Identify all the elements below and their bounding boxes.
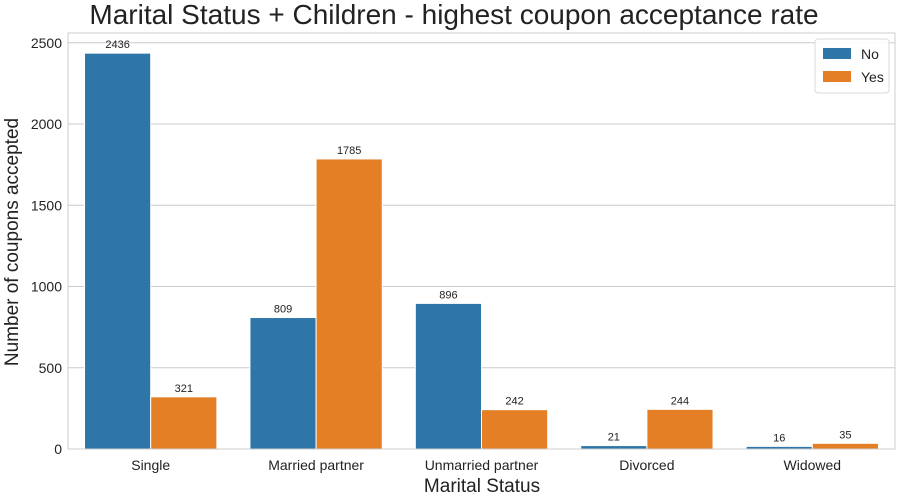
bar-yes-widowed — [811, 442, 879, 450]
bar-value-label: 1785 — [337, 145, 361, 157]
y-tick-label: 1500 — [31, 197, 62, 213]
legend-label: Yes — [861, 69, 884, 85]
bar-value-label: 896 — [439, 289, 457, 301]
bar-value-label: 21 — [608, 432, 620, 444]
plot-frame — [67, 32, 896, 450]
y-tick-label: 500 — [39, 360, 63, 376]
legend-label: No — [861, 46, 879, 62]
x-axis-label: Marital Status — [424, 476, 540, 497]
x-tick-label: Married partner — [268, 457, 364, 473]
y-axis-label: Number of coupons accepted — [2, 118, 23, 366]
bar-value-label: 809 — [274, 304, 292, 316]
legend-swatch — [823, 48, 851, 59]
y-axis-ticks: 0 500 1000 1500 2000 2500 — [31, 35, 62, 457]
bar-value-label: 242 — [505, 396, 523, 408]
x-tick-label: Divorced — [619, 457, 674, 473]
bar-yes-single — [150, 396, 218, 450]
bar-value-label: 2436 — [105, 39, 129, 51]
y-tick-label: 0 — [54, 441, 62, 457]
bar-value-label: 16 — [773, 432, 785, 444]
y-tick-label: 1000 — [31, 279, 62, 295]
bar-yes-divorced — [646, 408, 714, 450]
bar-yes-married-partner — [315, 158, 383, 450]
legend-swatch — [823, 71, 851, 82]
bar-yes-unmarried-partner — [481, 409, 549, 450]
bar-no-divorced — [580, 445, 648, 450]
bar-value-label: 244 — [671, 395, 689, 407]
bars — [84, 52, 879, 450]
bar-no-unmarried-partner — [414, 302, 482, 450]
data-labels: 2436 321 809 1785 896 242 21 244 16 35 — [105, 39, 851, 444]
x-tick-label: Unmarried partner — [425, 457, 539, 473]
legend: No Yes — [814, 38, 890, 94]
x-axis-ticks: Single Married partner Unmarried partner Di… — [131, 457, 841, 473]
bar-no-married-partner — [249, 317, 317, 450]
bar-value-label: 321 — [175, 383, 193, 395]
chart-title: Marital Status + Children - highest coup… — [89, 0, 818, 30]
x-tick-label: Widowed — [784, 457, 842, 473]
y-tick-label: 2500 — [31, 35, 62, 51]
bar-no-single — [84, 52, 152, 450]
x-tick-label: Single — [131, 457, 170, 473]
y-tick-label: 2000 — [31, 116, 62, 132]
bar-value-label: 35 — [839, 429, 851, 441]
